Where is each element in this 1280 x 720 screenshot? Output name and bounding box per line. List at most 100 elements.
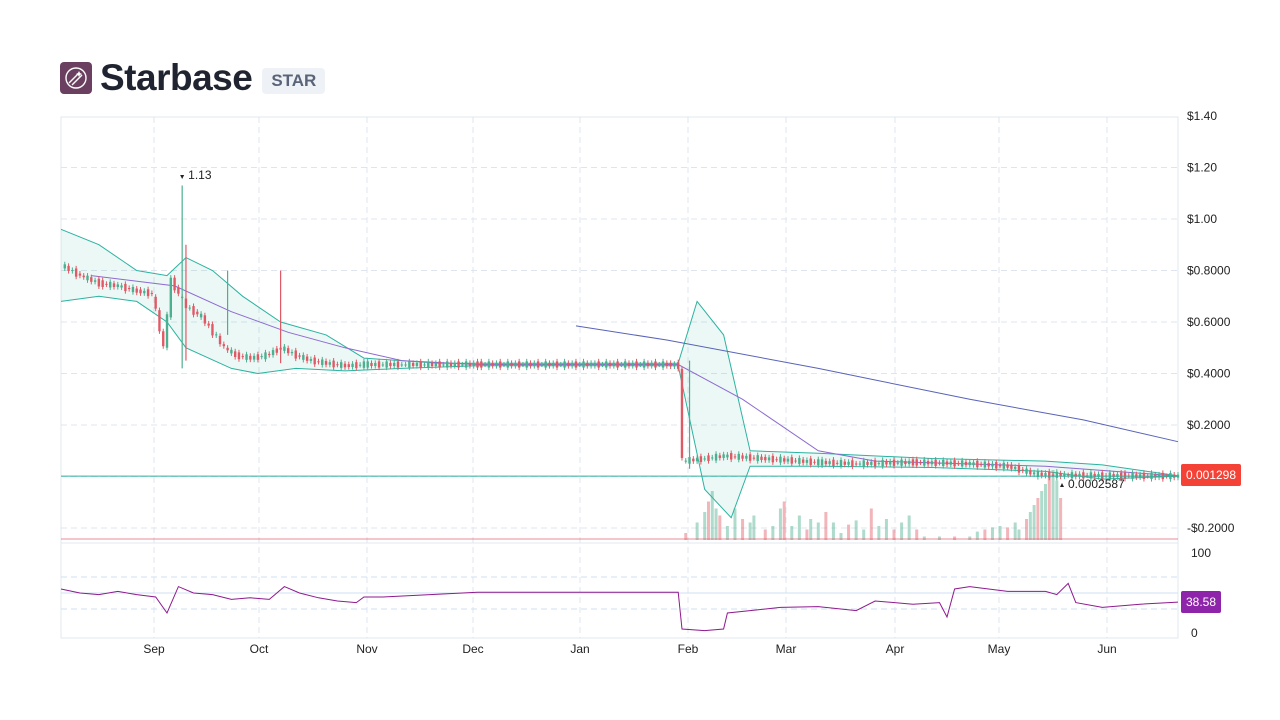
candle-body <box>786 458 790 462</box>
last-price-pill <box>1181 464 1241 486</box>
candle-body <box>877 463 881 465</box>
volume-bar <box>706 501 710 540</box>
volume-bar <box>816 522 820 540</box>
candle-body <box>798 457 801 464</box>
y-tick-label: $0.8000 <box>1187 264 1231 278</box>
candle-body <box>533 362 536 367</box>
candle-body <box>578 364 581 366</box>
candle-body <box>192 306 195 315</box>
candle-body <box>1108 472 1112 479</box>
candle-body <box>934 459 937 466</box>
candle-body <box>165 314 169 348</box>
candle-body <box>730 453 733 460</box>
volume-bar <box>1055 480 1059 540</box>
candle-body <box>620 364 623 366</box>
candle-body <box>968 462 971 466</box>
volume-bar <box>983 529 987 540</box>
candle-body <box>135 288 138 293</box>
low-annotation: 0.0002587 <box>1068 477 1125 491</box>
candle-body <box>506 361 509 368</box>
volume-bar <box>797 515 801 540</box>
candle-body <box>741 455 744 459</box>
volume-bar <box>748 522 752 540</box>
candle-body <box>173 277 176 291</box>
candle-body <box>892 459 896 466</box>
candle-body <box>1063 473 1066 477</box>
candle-body <box>283 346 286 351</box>
candle-body <box>215 334 218 336</box>
candle-body <box>411 362 415 367</box>
volume-bar <box>1013 522 1017 540</box>
candle-body <box>423 364 426 366</box>
candle-body <box>377 361 381 368</box>
volume-bar <box>975 531 979 540</box>
candle-body <box>1051 474 1055 476</box>
candle-body <box>733 456 737 458</box>
candle-body <box>480 361 483 368</box>
candle-body <box>355 362 358 369</box>
candle-body <box>154 296 157 309</box>
candle-body <box>162 331 165 347</box>
candle-body <box>1101 472 1104 479</box>
candle-body <box>699 456 703 462</box>
candle-body <box>294 350 297 359</box>
candle-body <box>930 461 934 465</box>
candle-body <box>752 457 756 459</box>
candle-body <box>824 460 828 465</box>
candle-body <box>109 281 112 288</box>
bollinger-band-fill <box>61 229 1178 518</box>
volume-bar <box>778 508 782 540</box>
candle-body <box>540 364 544 366</box>
candle-body <box>896 462 900 464</box>
candle-body <box>979 464 983 466</box>
candle-body <box>321 359 324 366</box>
candle-body <box>127 288 131 290</box>
candle-body <box>457 361 460 368</box>
candle-body <box>1089 472 1093 479</box>
candle-body <box>536 361 540 368</box>
candle-body <box>650 362 653 367</box>
candle-body <box>972 462 975 466</box>
candle-body <box>188 307 191 309</box>
candle-body <box>953 460 956 467</box>
candle-body <box>74 268 78 277</box>
candle-body <box>658 364 661 366</box>
volume-bar <box>1043 484 1047 540</box>
volume-bar <box>714 508 718 540</box>
volume-bar <box>892 529 896 540</box>
candle-body <box>233 351 237 358</box>
candle-body <box>627 362 631 367</box>
candle-body <box>483 364 487 366</box>
candle-body <box>775 459 778 461</box>
candle-body <box>313 357 316 365</box>
candle-body <box>343 363 347 368</box>
volume-bar <box>968 536 972 540</box>
volume-bar <box>1025 519 1029 540</box>
candle-body <box>93 280 97 282</box>
candle-body <box>487 361 491 368</box>
candle-body <box>559 364 563 366</box>
candle-body <box>207 323 210 326</box>
candle-body <box>1078 473 1081 477</box>
volume-bar <box>1017 529 1021 540</box>
candle-body <box>404 364 407 366</box>
candle-body <box>385 361 388 368</box>
candle-body <box>582 361 585 368</box>
candle-body <box>381 364 385 366</box>
candle-body <box>771 455 775 463</box>
x-tick-label: Nov <box>356 642 377 656</box>
candle-body <box>1013 466 1017 469</box>
volume-bar <box>998 526 1002 540</box>
candle-body <box>177 287 180 294</box>
candle-body <box>570 362 574 367</box>
candle-body <box>745 455 748 459</box>
candle-body <box>854 463 858 465</box>
candle-body <box>907 460 911 465</box>
candle-body <box>805 460 809 463</box>
candle-body <box>957 463 960 465</box>
candle-body <box>684 460 687 462</box>
candle-body <box>393 362 396 367</box>
volume-bar <box>718 515 722 540</box>
candle-body <box>703 458 706 460</box>
